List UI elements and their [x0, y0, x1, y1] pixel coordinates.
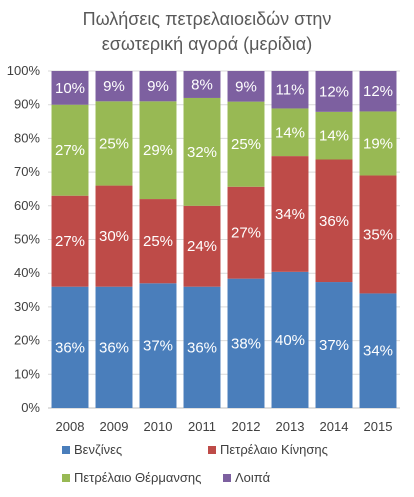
y-tick-label: 10%: [14, 366, 40, 381]
data-label: 34%: [275, 206, 305, 223]
y-tick-label: 90%: [14, 97, 40, 112]
bar-segment: [271, 271, 309, 408]
y-tick-label: 100%: [7, 63, 41, 78]
legend-swatch: [223, 474, 231, 482]
data-label: 36%: [99, 339, 129, 356]
bar-segment: [95, 101, 133, 186]
data-label: 14%: [319, 128, 349, 145]
bars: 36% 27% 27% 10% 36% 30% 25% 9% 37% 25% 29% 9% 36% 24%…: [51, 71, 397, 408]
bar-segment: [95, 286, 133, 408]
bar-segment: [183, 205, 221, 287]
chart-title-line-1: Πωλήσεις πετρελαιοειδών στην: [83, 9, 332, 29]
bar-segment: [359, 293, 397, 408]
data-label: 36%: [187, 339, 217, 356]
bar-segment: [359, 111, 397, 176]
bar-segment: [271, 156, 309, 272]
bar-segment: [183, 71, 221, 98]
legend-swatch: [208, 446, 216, 454]
bar-segment: [183, 286, 221, 408]
data-label: 27%: [55, 142, 85, 159]
bar-segment: [227, 278, 265, 408]
bar-segment: [139, 199, 177, 284]
data-label: 19%: [363, 135, 393, 152]
data-label: 36%: [55, 339, 85, 356]
bar-segment: [359, 175, 397, 294]
data-label: 24%: [187, 238, 217, 255]
bar-segment: [183, 97, 221, 206]
data-label: 37%: [319, 337, 349, 354]
y-tick-label: 30%: [14, 299, 40, 314]
x-tick-label: 2008: [56, 419, 85, 434]
data-label: 9%: [147, 78, 169, 95]
data-label: 38%: [231, 335, 261, 352]
data-label: 11%: [276, 82, 305, 99]
legend-swatch: [62, 446, 70, 454]
bar-segment: [227, 186, 265, 279]
bar-segment: [139, 101, 177, 200]
y-tick-label: 20%: [14, 333, 40, 348]
data-label: 40%: [275, 332, 305, 349]
y-tick-label: 70%: [14, 164, 40, 179]
data-label: 12%: [363, 83, 393, 100]
bar-segment: [315, 111, 353, 160]
y-tick-label: 40%: [14, 265, 40, 280]
bar-segment: [51, 71, 89, 105]
bar-segment: [227, 101, 265, 187]
y-tick-label: 80%: [14, 130, 40, 145]
data-label: 14%: [275, 124, 305, 141]
data-label: 29%: [143, 142, 173, 159]
data-label: 25%: [99, 135, 129, 152]
x-tick-label: 2012: [232, 419, 261, 434]
bar-segment: [51, 104, 89, 196]
bar-segment: [51, 195, 89, 287]
bar-segment: [51, 286, 89, 408]
bar-segment: [315, 282, 353, 408]
legend: Βενζίνες Πετρέλαιο Κίνησης Πετρέλαιο Θέρμα…: [62, 442, 328, 485]
legend-label: Βενζίνες: [74, 442, 122, 457]
x-tick-label: 2010: [144, 419, 173, 434]
data-label: 12%: [319, 83, 349, 100]
x-tick-label: 2011: [188, 419, 216, 434]
data-label: 32%: [187, 144, 217, 161]
y-tick-label: 50%: [14, 232, 40, 247]
bar-segment: [359, 71, 397, 112]
bar-segment: [227, 71, 265, 102]
legend-swatch: [62, 474, 70, 482]
bar-segment: [95, 71, 133, 102]
x-tick-label: 2015: [364, 419, 393, 434]
y-tick-label: 60%: [14, 198, 40, 213]
legend-label: Πετρέλαιο Κίνησης: [220, 442, 328, 457]
chart-title-line-2: εσωτερική αγορά (μερίδια): [102, 34, 312, 54]
bar-segment: [271, 71, 309, 109]
x-tick-label: 2014: [320, 419, 349, 434]
data-label: 9%: [103, 78, 125, 95]
data-label: 30%: [99, 228, 129, 245]
y-tick-label: 0%: [21, 400, 40, 415]
x-axis-ticks: 2008 2009 2010 2011 2012 2013 2014 2015: [56, 419, 393, 434]
data-label: 9%: [235, 78, 257, 95]
bar-segment: [315, 71, 353, 112]
data-label: 25%: [231, 136, 261, 153]
data-label: 8%: [191, 76, 213, 93]
bar-segment: [95, 185, 133, 287]
data-label: 25%: [143, 233, 173, 250]
bar-segment: [139, 283, 177, 408]
legend-label: Λοιπά: [235, 470, 271, 485]
data-label: 35%: [363, 226, 393, 243]
data-label: 37%: [143, 338, 173, 355]
x-tick-label: 2009: [100, 419, 129, 434]
bar-segment: [315, 159, 353, 283]
bar-segment: [271, 108, 309, 157]
y-axis-ticks: 0% 10% 20% 30% 40% 50% 60% 70% 80% 90% 100%: [7, 63, 41, 415]
data-label: 27%: [231, 225, 261, 242]
data-label: 27%: [55, 233, 85, 250]
data-label: 34%: [363, 343, 393, 360]
data-label: 36%: [319, 213, 349, 230]
x-tick-label: 2013: [276, 419, 305, 434]
legend-label: Πετρέλαιο Θέρμανσης: [74, 470, 201, 485]
data-label: 10%: [55, 80, 85, 97]
bar-segment: [139, 71, 177, 102]
